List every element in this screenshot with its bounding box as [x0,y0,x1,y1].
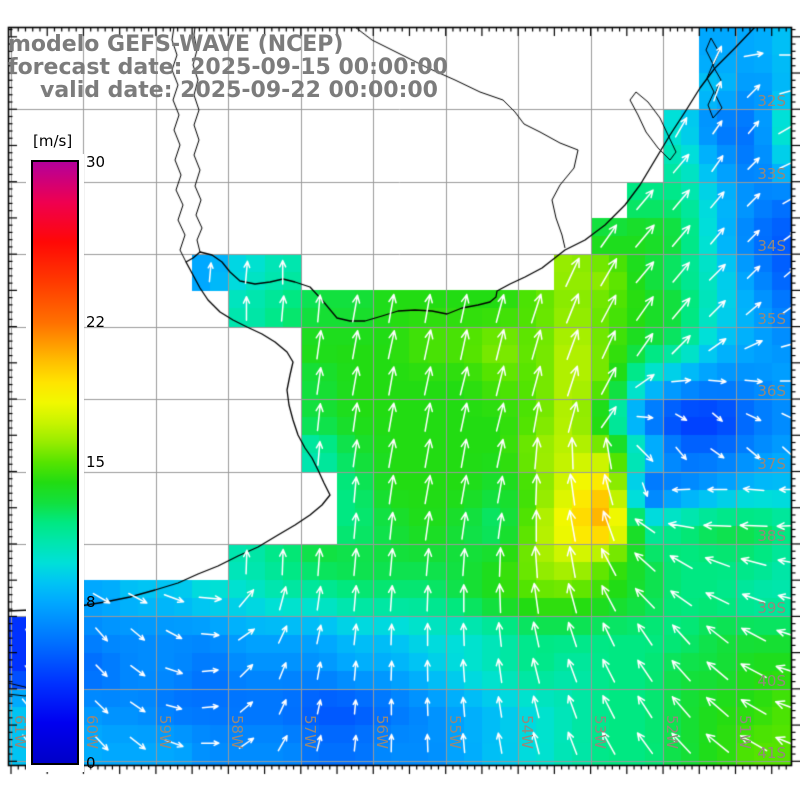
lat-label-38S: 38S [757,526,786,545]
lon-label-52W: 52W [663,715,682,749]
colorbar-unit-label: [m/s] [33,132,73,150]
lat-label-32S: 32S [757,92,786,111]
lon-label-58W: 58W [228,715,247,749]
lat-label-35S: 35S [757,309,786,328]
lon-label-55W: 55W [445,715,464,749]
lon-label-53W: 53W [590,715,609,749]
lat-label-40S: 40S [757,671,786,690]
colorbar-tick-15: 15 [86,453,106,471]
lat-label-33S: 33S [757,164,786,183]
colorbar-tick-8: 8 [86,593,96,612]
colorbar-tick-30: 30 [86,152,106,171]
lat-label-41S: 41S [757,744,786,763]
colorbar-tick-0: 0 [86,753,96,772]
lon-label-51W: 51W [735,715,754,749]
lat-label-34S: 34S [757,237,786,256]
lat-label-39S: 39S [757,599,786,618]
lon-label-56W: 56W [373,715,392,749]
valid-date-line: valid date: 2025-09-22 00:00:00 [40,78,438,103]
lon-label-54W: 54W [518,715,537,749]
lat-label-37S: 37S [757,454,786,473]
model-title: modelo GEFS-WAVE (NCEP) [8,32,344,57]
lon-label-60W: 60W [83,715,102,749]
lon-label-57W: 57W [300,715,319,749]
forecast-date-line: forecast date: 2025-09-15 00:00:00 [8,55,448,80]
lon-label-61W: 61W [11,715,29,749]
colorbar-tick-22: 22 [86,312,106,331]
lon-label-59W: 59W [155,715,174,749]
lat-label-36S: 36S [757,382,786,401]
colorbar-gradient [31,160,79,765]
